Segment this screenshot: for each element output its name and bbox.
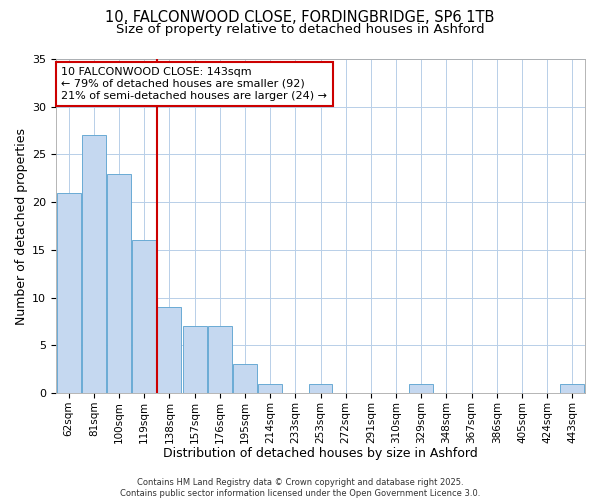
Bar [157,307,181,393]
Text: 10, FALCONWOOD CLOSE, FORDINGBRIDGE, SP6 1TB: 10, FALCONWOOD CLOSE, FORDINGBRIDGE, SP6… [106,10,494,25]
Text: 10 FALCONWOOD CLOSE: 143sqm
← 79% of detached houses are smaller (92)
21% of sem: 10 FALCONWOOD CLOSE: 143sqm ← 79% of det… [61,68,328,100]
Bar [258,384,282,393]
Bar [208,326,232,393]
Text: Contains HM Land Registry data © Crown copyright and database right 2025.
Contai: Contains HM Land Registry data © Crown c… [120,478,480,498]
Bar [308,384,332,393]
Bar [132,240,156,393]
X-axis label: Distribution of detached houses by size in Ashford: Distribution of detached houses by size … [163,447,478,460]
Bar [233,364,257,393]
Y-axis label: Number of detached properties: Number of detached properties [15,128,28,324]
Bar [82,136,106,393]
Bar [107,174,131,393]
Bar [409,384,433,393]
Bar [56,192,80,393]
Bar [560,384,584,393]
Text: Size of property relative to detached houses in Ashford: Size of property relative to detached ho… [116,22,484,36]
Bar [182,326,206,393]
